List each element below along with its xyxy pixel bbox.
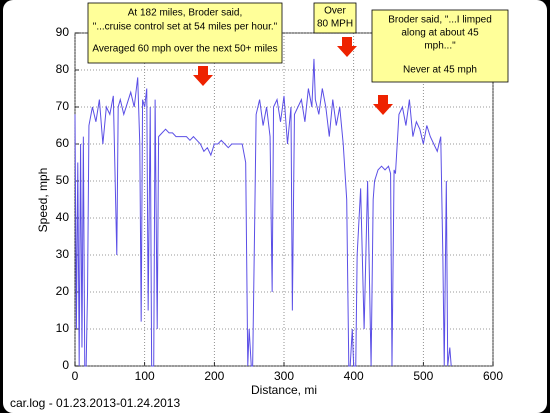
annotation-text: Over	[324, 6, 346, 17]
plot-area	[74, 32, 494, 367]
annotation-box	[313, 2, 357, 34]
arrow	[337, 37, 357, 57]
x-tick-label: 0	[72, 369, 79, 383]
y-tick-label: 90	[56, 25, 70, 39]
x-tick-label: 600	[483, 369, 503, 383]
annotation-text: 80 MPH	[317, 19, 353, 30]
data-line	[74, 58, 452, 367]
annotation-text: along at about 45	[401, 28, 479, 39]
y-tick-label: 20	[56, 284, 70, 298]
y-axis-label: Speed, mph	[36, 168, 50, 233]
x-tick-label: 400	[344, 369, 364, 383]
x-tick-label: 500	[413, 369, 433, 383]
y-tick-label: 60	[56, 136, 70, 150]
y-tick-label: 50	[56, 173, 70, 187]
annotation-text: Never at 45 mph	[403, 65, 477, 76]
annotation-text: Averaged 60 mph over the next 50+ miles	[92, 44, 277, 55]
lines	[74, 58, 452, 367]
y-tick-label: 70	[56, 99, 70, 113]
arrow	[193, 66, 213, 86]
annotation-text: At 182 miles, Broder said,	[128, 8, 243, 19]
annotation-text: "...cruise control set at 54 miles per h…	[93, 22, 278, 33]
footer: car.log - 01.23.2013-01.24.2013	[10, 396, 180, 410]
x-tick-label: 100	[135, 369, 155, 383]
arrow	[373, 95, 393, 115]
annotation-text: Broder said, "...I limped	[388, 15, 492, 26]
y-tick-label: 10	[56, 321, 70, 335]
y-tick-label: 0	[62, 358, 69, 372]
x-tick-label: 300	[274, 369, 294, 383]
x-axis-label: Distance, mi	[251, 383, 317, 397]
annotation-box	[87, 2, 283, 64]
annotation-text: mph..."	[424, 41, 456, 52]
y-tick-label: 80	[56, 62, 70, 76]
y-tick-label: 40	[56, 210, 70, 224]
annotation-box	[371, 9, 509, 83]
annotations: At 182 miles, Broder said, "...cruise con…	[87, 2, 509, 115]
x-tick-label: 200	[204, 369, 224, 383]
y-tick-label: 30	[56, 247, 70, 261]
